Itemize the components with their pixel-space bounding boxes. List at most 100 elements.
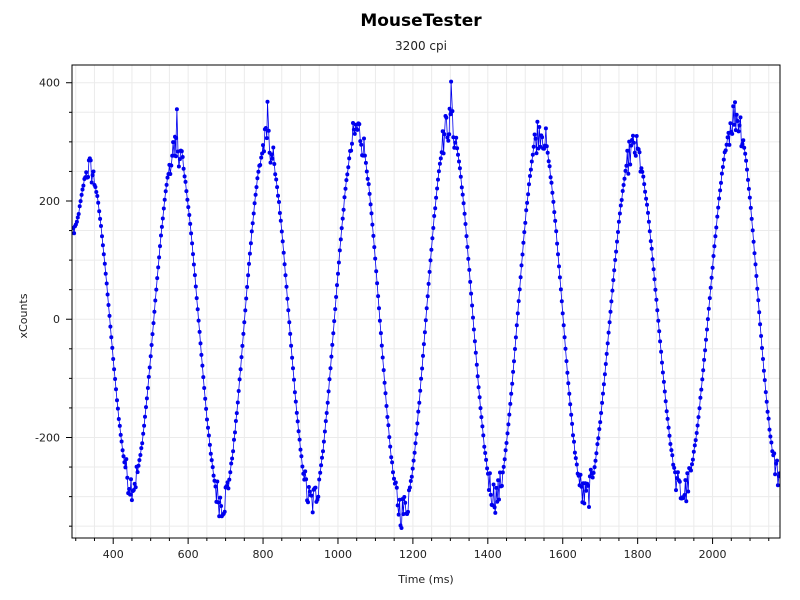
data-point [191, 262, 196, 267]
data-point [115, 398, 119, 403]
data-point [655, 308, 660, 313]
data-point [423, 318, 428, 323]
data-point [567, 391, 572, 396]
data-point [352, 131, 357, 136]
data-point [689, 468, 693, 473]
data-point [416, 409, 421, 414]
data-point [110, 345, 115, 350]
data-point [513, 347, 517, 351]
data-point [473, 350, 478, 355]
data-point [277, 211, 282, 215]
data-point [89, 180, 94, 185]
data-point [179, 149, 184, 154]
data-point [450, 109, 455, 114]
data-point [556, 252, 560, 257]
data-point [364, 169, 369, 174]
data-point [469, 291, 474, 296]
data-point [142, 423, 147, 428]
data-point [611, 278, 616, 283]
data-point [637, 150, 642, 155]
data-point [557, 275, 562, 280]
data-point [507, 412, 512, 417]
data-point [195, 307, 200, 312]
data-point [237, 377, 242, 382]
data-point [145, 386, 150, 390]
data-point [433, 206, 438, 211]
data-point [492, 505, 497, 510]
data-point [135, 470, 140, 475]
data-point [174, 136, 179, 140]
data-point [120, 448, 125, 453]
data-point [412, 450, 417, 455]
x-tick-label: 2000 [699, 548, 727, 561]
data-point [112, 367, 117, 372]
data-point [763, 390, 768, 395]
data-point [399, 526, 404, 530]
data-point [646, 219, 651, 224]
data-point [414, 432, 419, 436]
data-point [106, 303, 111, 307]
data-point [775, 458, 779, 463]
data-point [597, 427, 602, 432]
data-point [407, 485, 412, 490]
data-point [481, 433, 486, 438]
data-point [458, 174, 463, 179]
data-point [151, 321, 156, 326]
data-point [199, 352, 204, 357]
data-point [103, 271, 108, 276]
data-point [86, 175, 91, 179]
data-point [747, 195, 752, 200]
data-point [599, 411, 604, 415]
data-point [219, 504, 224, 508]
data-point [104, 281, 109, 286]
data-point [624, 163, 629, 168]
data-point [409, 474, 414, 479]
y-tick-label: 200 [39, 195, 60, 208]
data-point [335, 283, 339, 288]
data-point [118, 432, 123, 437]
data-point [372, 245, 377, 250]
data-point [210, 465, 215, 470]
data-point [270, 156, 275, 161]
data-point [499, 483, 504, 488]
data-point [442, 132, 447, 137]
data-point [485, 466, 490, 471]
data-point [334, 295, 339, 299]
data-point [773, 472, 778, 477]
data-point [371, 233, 376, 238]
data-point [177, 157, 182, 162]
data-point [745, 167, 749, 172]
chart-subtitle: 3200 cpi [395, 39, 447, 53]
data-point [447, 132, 452, 137]
data-point [342, 195, 347, 200]
data-point [124, 457, 129, 462]
data-point [123, 465, 128, 470]
data-point [255, 176, 260, 181]
data-point [474, 362, 479, 367]
data-point [368, 202, 373, 207]
data-point [455, 146, 460, 151]
data-point [528, 167, 533, 172]
data-point [215, 479, 220, 484]
data-point [694, 431, 699, 435]
data-point [417, 400, 422, 405]
data-point [213, 484, 218, 489]
data-point [752, 251, 757, 256]
data-point [340, 216, 345, 221]
data-point [158, 244, 162, 249]
data-point [242, 320, 247, 325]
data-point [719, 180, 723, 185]
data-point [491, 482, 496, 487]
data-point [699, 387, 704, 392]
data-point [183, 179, 188, 184]
data-point [650, 257, 655, 262]
data-point [434, 195, 439, 200]
data-point [497, 497, 501, 502]
data-point [262, 149, 266, 154]
data-point [226, 486, 231, 491]
data-point [653, 287, 658, 292]
data-point [227, 477, 232, 482]
data-point [431, 226, 436, 230]
data-point [608, 309, 613, 314]
